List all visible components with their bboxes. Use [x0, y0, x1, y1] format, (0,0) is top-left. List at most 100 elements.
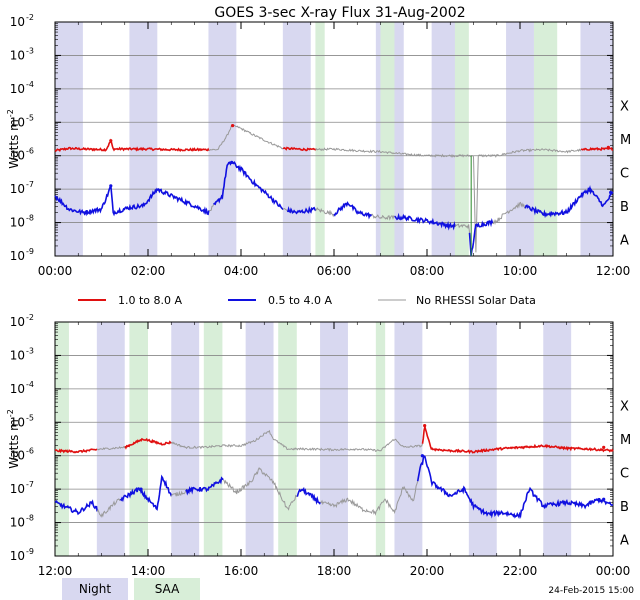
x-tick-label: 16:00 — [224, 564, 259, 578]
saa-legend-swatch — [134, 578, 200, 600]
y-axis-label-exponent: -2 — [6, 109, 15, 117]
short-channel-line — [54, 499, 98, 516]
night-band — [506, 22, 534, 256]
flare-class-label: M — [620, 133, 631, 148]
night-band — [320, 322, 348, 556]
short-channel-no-rhessi-line — [96, 498, 121, 518]
x-tick-label: 10:00 — [503, 264, 538, 278]
night-band — [282, 22, 311, 256]
night-band — [208, 22, 237, 256]
y-tick-label: 10-2 — [10, 13, 34, 29]
short-channel-no-rhessi-line — [320, 481, 419, 516]
long-channel-line — [282, 146, 317, 152]
y-tick-exponent: -7 — [26, 180, 34, 189]
series-legend: 1.0 to 8.0 A 0.5 to 4.0 A No RHESSI Sola… — [78, 294, 536, 307]
y-tick-exponent: -3 — [26, 346, 34, 355]
x-tick-label: 06:00 — [317, 264, 352, 278]
short-peak-marker — [420, 454, 424, 458]
night-legend-swatch — [62, 578, 128, 600]
long-channel-line — [54, 138, 210, 153]
long-peak-marker — [606, 145, 610, 149]
short-channel-line — [416, 454, 614, 520]
long-channel-line — [54, 448, 98, 454]
x-tick-label: 14:00 — [131, 564, 166, 578]
saa-band — [278, 322, 297, 556]
short-channel-no-rhessi-line — [371, 213, 395, 221]
flare-class-label: B — [620, 200, 629, 215]
long-peak-marker — [423, 424, 427, 428]
shading-legend: Night SAA — [62, 578, 200, 600]
saa-legend-label: SAA — [155, 582, 180, 596]
short-channel-no-rhessi-line — [454, 223, 470, 233]
long-channel-no-rhessi-line — [171, 429, 423, 452]
y-tick-exponent: -6 — [26, 447, 34, 456]
y-tick-label: 10-8 — [10, 214, 34, 230]
flare-class-label: A — [620, 233, 629, 248]
x-tick-label: 08:00 — [410, 264, 445, 278]
short-channel-line — [333, 200, 373, 220]
x-tick-label: 00:00 — [596, 564, 631, 578]
y-tick-exponent: -2 — [26, 13, 34, 22]
x-tick-label: 12:00 — [596, 264, 631, 278]
short-peak-marker — [230, 160, 234, 164]
y-tick-label: 10-2 — [10, 313, 34, 329]
x-tick-label: 18:00 — [317, 564, 352, 578]
top-panel: 10-210-310-410-510-610-710-810-9XMCBAWat… — [6, 13, 631, 278]
y-tick-exponent: -7 — [26, 480, 34, 489]
y-tick-exponent: -4 — [26, 380, 34, 389]
saa-band — [454, 22, 469, 256]
legend-label-short: 0.5 to 4.0 A — [268, 294, 333, 307]
long-peak-marker — [231, 124, 235, 128]
y-tick-label: 10-9 — [10, 247, 34, 263]
x-tick-label: 02:00 — [131, 264, 166, 278]
saa-band — [533, 22, 558, 256]
short-channel-line — [296, 486, 322, 505]
y-tick-exponent: -8 — [26, 214, 34, 223]
saa-band — [129, 322, 148, 556]
flare-class-label: C — [620, 466, 629, 481]
saa-band — [375, 322, 386, 556]
short-channel-no-rhessi-line — [492, 201, 526, 225]
long-channel-no-rhessi-line — [208, 124, 284, 152]
y-tick-label: 10-9 — [10, 547, 34, 563]
y-tick-label: 10-3 — [10, 346, 34, 362]
y-tick-exponent: -8 — [26, 514, 34, 523]
x-tick-label: 22:00 — [503, 564, 538, 578]
y-tick-exponent: -9 — [26, 547, 34, 556]
y-tick-exponent: -5 — [26, 113, 34, 122]
flare-class-label: A — [620, 533, 629, 548]
chart-title: GOES 3-sec X-ray Flux 31-Aug-2002 — [214, 5, 465, 21]
y-tick-exponent: -4 — [26, 80, 34, 89]
night-band — [468, 322, 497, 556]
night-band — [171, 322, 200, 556]
saa-band — [203, 322, 223, 556]
short-channel-line — [119, 474, 173, 511]
long-channel-line — [421, 426, 614, 455]
short-channel-line — [213, 161, 284, 211]
short-peak-marker — [609, 190, 613, 195]
bottom-panel: 10-210-310-410-510-610-710-810-9XMCBAWat… — [6, 313, 631, 578]
y-axis-label: Watts m-2 — [6, 409, 21, 469]
short-peak-marker — [602, 497, 606, 501]
flare-class-label: X — [620, 400, 629, 415]
saa-band — [315, 22, 325, 256]
saa-band — [55, 322, 69, 556]
flare-class-label: X — [620, 100, 629, 115]
long-channel-no-rhessi-line — [315, 147, 582, 253]
long-channel-line — [124, 437, 172, 450]
y-tick-label: 10-3 — [10, 46, 34, 62]
x-tick-label: 04:00 — [224, 264, 259, 278]
short-channel-line — [394, 212, 456, 231]
legend-label-no-rhessi: No RHESSI Solar Data — [416, 294, 536, 307]
night-band — [129, 22, 158, 256]
x-tick-label: 00:00 — [38, 264, 73, 278]
y-tick-label: 10-7 — [10, 480, 34, 496]
short-channel-line — [287, 205, 317, 215]
y-axis-label-exponent: -2 — [6, 409, 15, 417]
long-peak-marker — [109, 139, 113, 143]
short-channel-line — [185, 476, 224, 496]
short-channel-line — [524, 185, 614, 219]
y-tick-exponent: -5 — [26, 413, 34, 422]
flare-class-label: C — [620, 166, 629, 181]
